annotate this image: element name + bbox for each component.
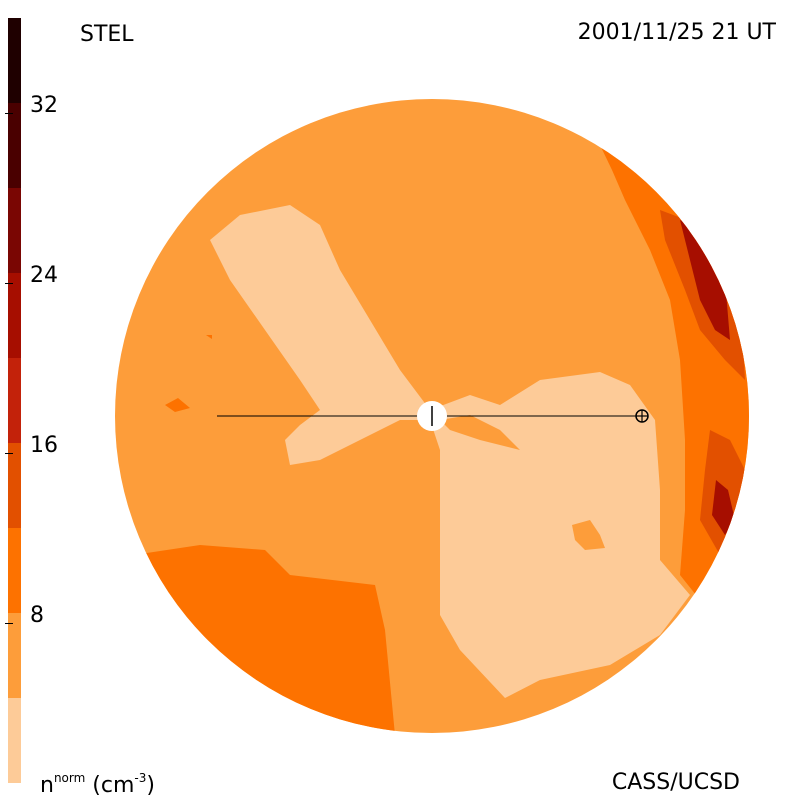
low-density-region-upper bbox=[210, 205, 690, 698]
small-feature-left-2 bbox=[206, 335, 212, 339]
colorbar-segment bbox=[8, 698, 21, 783]
colorbar-segment bbox=[8, 443, 21, 528]
quantity-unit-close: ) bbox=[146, 773, 155, 798]
colorbar bbox=[8, 18, 21, 783]
colorbar-tick bbox=[5, 113, 13, 114]
colorbar-tick bbox=[5, 623, 13, 624]
colorbar-segment bbox=[8, 273, 21, 358]
mid-density-notch bbox=[440, 415, 520, 450]
colorbar-tick bbox=[5, 283, 13, 284]
colorbar-tick-label: 8 bbox=[30, 603, 44, 628]
colorbar-segment bbox=[8, 18, 21, 103]
quantity-unit-open: (cm bbox=[85, 773, 135, 798]
small-feature-left bbox=[165, 398, 190, 412]
colorbar-tick-label: 16 bbox=[30, 433, 58, 458]
quantity-unit-exponent: -3 bbox=[134, 771, 147, 785]
colorbar-tick bbox=[5, 453, 13, 454]
quantity-label: nnorm (cm-3) bbox=[40, 772, 155, 797]
colorbar-tick-label: 32 bbox=[30, 93, 58, 118]
colorbar-segment bbox=[8, 188, 21, 273]
instrument-label: STEL bbox=[80, 22, 134, 47]
mid-density-island bbox=[572, 520, 605, 550]
colorbar-segment bbox=[8, 613, 21, 698]
colorbar-segment bbox=[8, 358, 21, 443]
credit-label: CASS/UCSD bbox=[611, 770, 740, 795]
colorbar-segment bbox=[8, 103, 21, 188]
colorbar-segment bbox=[8, 528, 21, 613]
peak-density-region-right bbox=[680, 220, 730, 340]
quantity-superscript: norm bbox=[53, 771, 86, 785]
quantity-symbol: n bbox=[40, 773, 54, 798]
timestamp-label: 2001/11/25 21 UT bbox=[577, 20, 776, 45]
colorbar-tick-label: 24 bbox=[30, 263, 58, 288]
peak-density-region-right-lower bbox=[712, 480, 735, 535]
earth-symbol bbox=[635, 409, 649, 423]
